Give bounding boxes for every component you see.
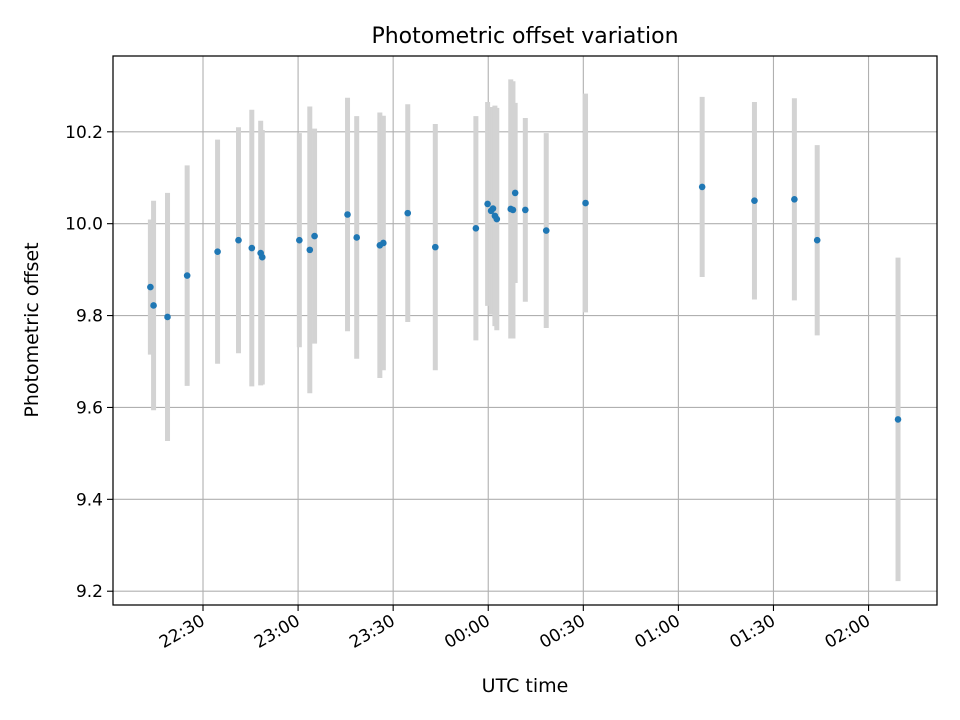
data-point <box>489 205 497 212</box>
y-tick-label: 10.0 <box>65 215 103 235</box>
data-point <box>894 416 902 423</box>
data-point <box>698 183 706 191</box>
data-point <box>248 244 256 252</box>
data-point <box>542 227 550 234</box>
data-point <box>813 236 821 244</box>
data-point <box>150 302 157 309</box>
data-point <box>306 246 314 254</box>
data-point <box>344 211 351 218</box>
y-tick-label: 9.8 <box>76 307 103 327</box>
data-point <box>511 189 519 197</box>
data-point <box>522 206 529 214</box>
data-point <box>311 232 318 240</box>
data-point <box>582 199 589 207</box>
data-point <box>493 215 501 223</box>
data-point <box>432 243 439 251</box>
chart-title: Photometric offset variation <box>371 24 678 49</box>
data-point <box>258 253 266 261</box>
data-point <box>380 239 387 247</box>
data-point <box>472 224 480 232</box>
data-point <box>296 236 303 244</box>
data-point <box>147 283 154 291</box>
data-point <box>164 313 171 321</box>
data-point <box>751 197 758 205</box>
y-tick-label: 9.2 <box>76 582 103 602</box>
y-tick-label: 9.4 <box>76 490 103 510</box>
y-axis: 9.2 9.4 9.6 9.8 10.0 10.2 <box>65 123 113 602</box>
x-axis-label: UTC time <box>482 675 569 697</box>
data-point <box>353 234 361 241</box>
data-points <box>147 183 902 423</box>
data-point <box>509 206 517 214</box>
data-point <box>484 200 491 208</box>
data-point <box>235 236 242 244</box>
y-tick-label: 10.2 <box>65 123 103 143</box>
data-point <box>214 248 221 256</box>
data-point <box>183 272 191 279</box>
y-tick-label: 9.6 <box>76 398 103 418</box>
data-point <box>791 196 798 203</box>
plot-area <box>112 55 938 606</box>
data-point <box>404 209 412 217</box>
y-axis-label: Photometric offset <box>21 242 43 417</box>
